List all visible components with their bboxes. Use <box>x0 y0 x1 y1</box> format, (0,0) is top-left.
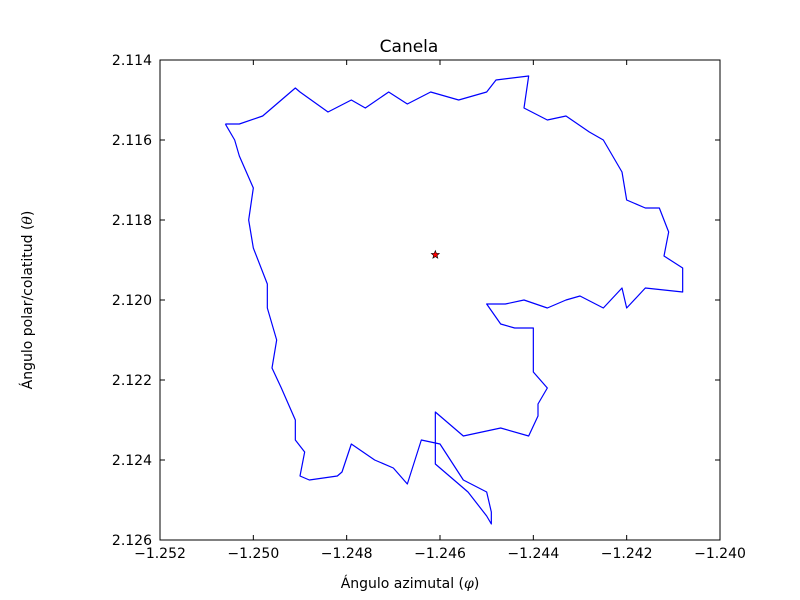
x-tick-label: −1.250 <box>227 546 279 562</box>
x-tick-label: −1.242 <box>601 546 653 562</box>
x-tick-label: −1.252 <box>134 546 186 562</box>
y-tick-label: 2.114 <box>112 53 152 69</box>
x-tick-label: −1.248 <box>321 546 373 562</box>
y-axis-label: Ángulo polar/colatitud (θ) <box>19 211 36 390</box>
y-tick-label: 2.116 <box>112 133 152 149</box>
series-line-0 <box>224 75 684 525</box>
chart-title: Canela <box>380 37 439 57</box>
y-tick-label: 2.122 <box>112 373 152 389</box>
y-tick-label: 2.120 <box>112 293 152 309</box>
y-axis-ticks: 2.114 2.116 2.118 2.120 2.122 2.124 2.126 <box>112 53 720 549</box>
x-axis-ticks: −1.252 −1.250 −1.248 −1.246 −1.244 −1.242 −1.2… <box>134 60 746 562</box>
axes-frame <box>159 59 721 541</box>
y-tick-label: 2.118 <box>112 213 152 229</box>
center-star-marker <box>430 249 441 259</box>
x-tick-label: −1.246 <box>414 546 466 562</box>
x-axis-label: Ángulo azimutal (φ) <box>341 575 480 592</box>
y-tick-label: 2.124 <box>112 453 152 469</box>
y-tick-label: 2.126 <box>112 533 152 549</box>
plot-area <box>224 75 684 525</box>
x-tick-label: −1.244 <box>507 546 559 562</box>
x-tick-label: −1.240 <box>694 546 746 562</box>
